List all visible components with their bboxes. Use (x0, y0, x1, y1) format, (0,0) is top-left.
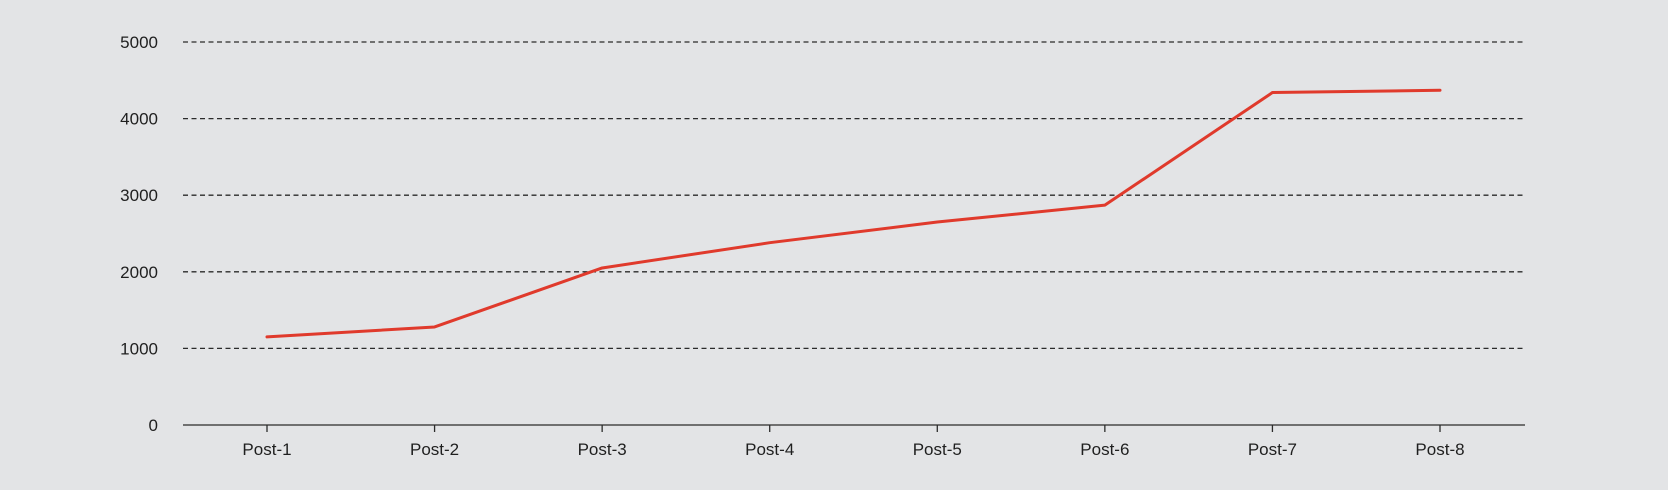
y-tick-label: 2000 (120, 263, 158, 282)
grid-layer (183, 41, 1525, 350)
y-tick-label: 4000 (120, 110, 158, 129)
axis-layer (183, 424, 1525, 432)
series-layer (265, 88, 1442, 339)
y-tick-label: 5000 (120, 33, 158, 52)
y-tick-label: 3000 (120, 186, 158, 205)
x-tick-label: Post-3 (578, 440, 627, 459)
x-tick-label: Post-5 (913, 440, 962, 459)
x-tick-label: Post-1 (242, 440, 291, 459)
label-layer: 0 1000 2000 3000 4000 5000 Post-1 Post-2 Post-3 P… (120, 33, 1464, 459)
x-tick-label: Post-7 (1248, 440, 1297, 459)
x-tick-label: Post-8 (1415, 440, 1464, 459)
x-tick-label: Post-2 (410, 440, 459, 459)
series-line (265, 88, 1442, 339)
x-tick-label: Post-4 (745, 440, 794, 459)
y-tick-label: 0 (149, 416, 158, 435)
x-tick-label: Post-6 (1080, 440, 1129, 459)
y-tick-label: 1000 (120, 339, 158, 358)
